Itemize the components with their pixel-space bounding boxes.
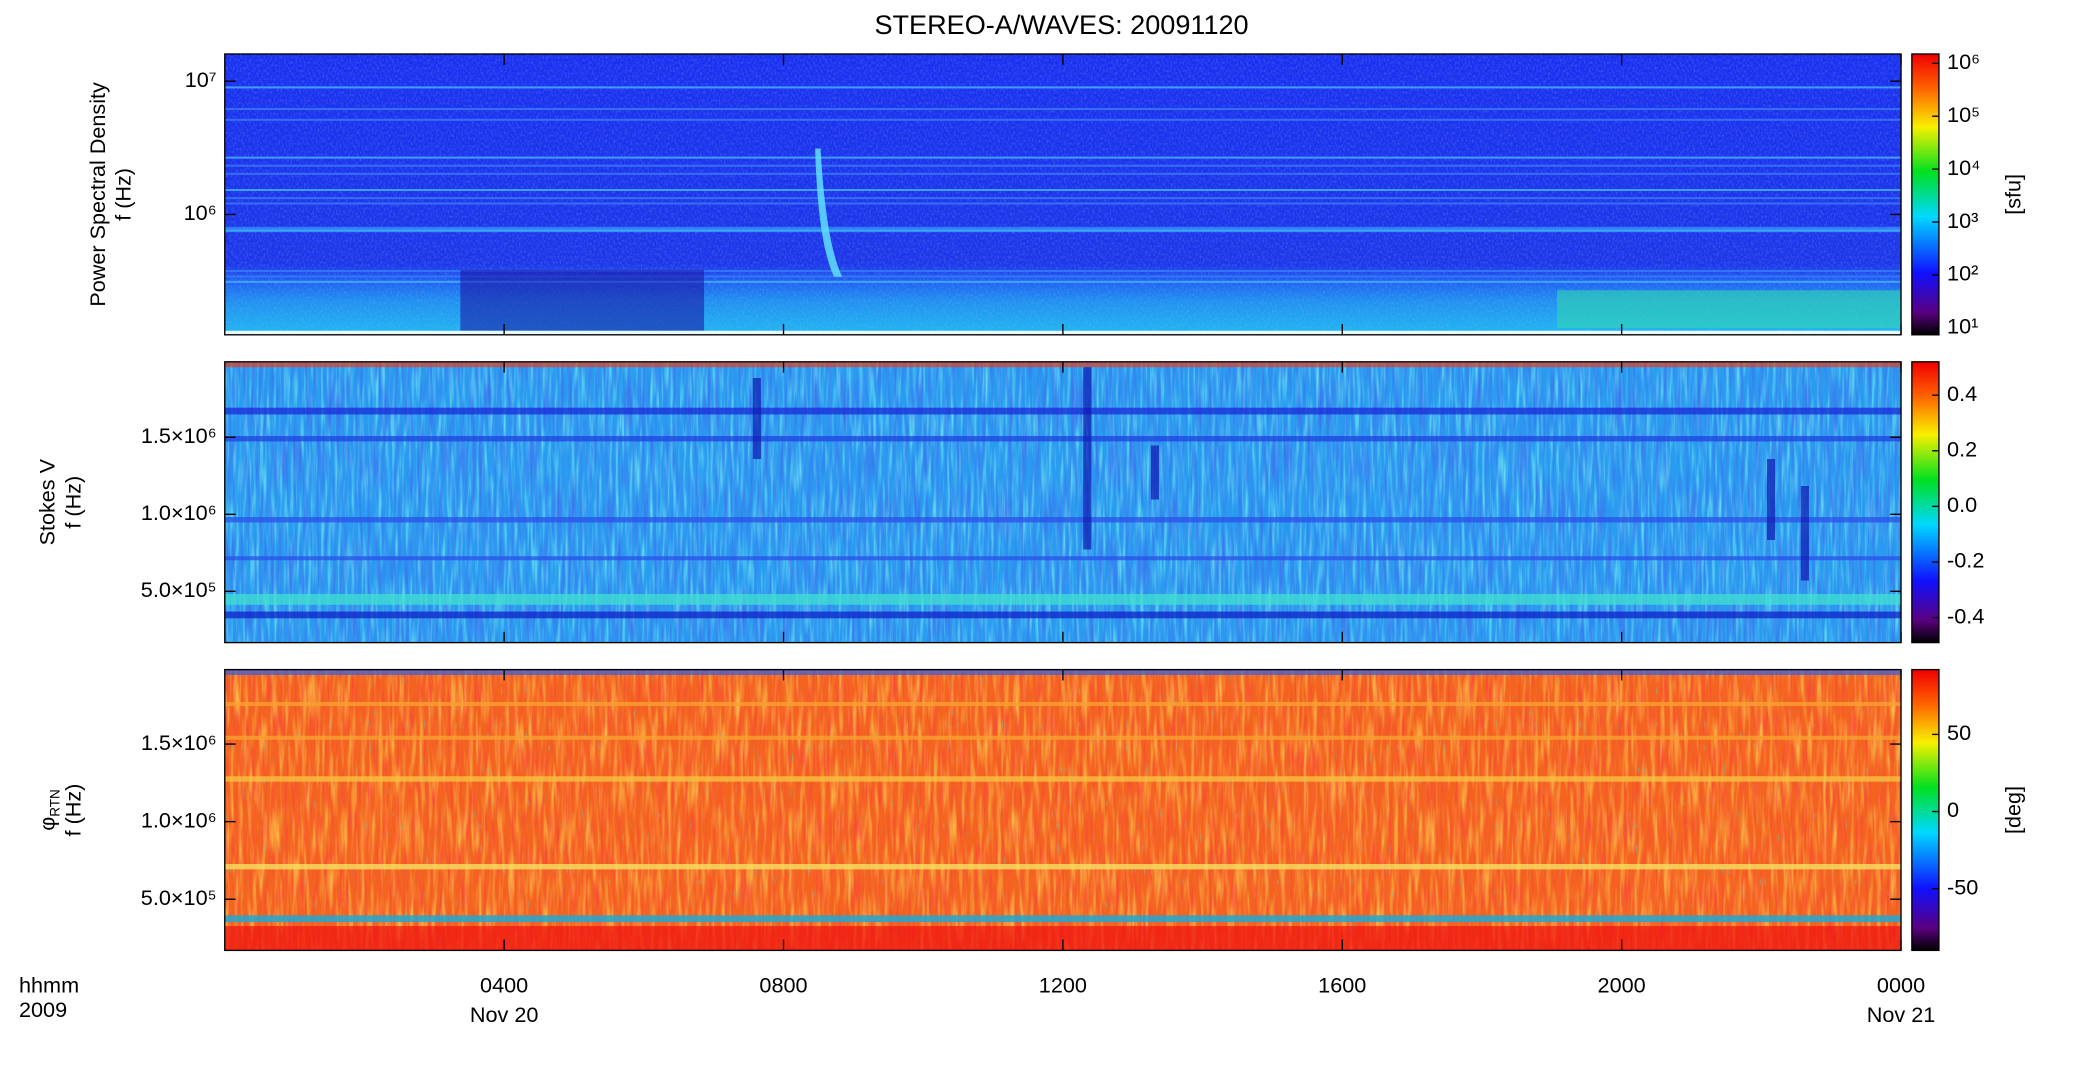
y-axis-label: f (Hz)	[110, 168, 135, 221]
colorbar-tick-label: 50	[1947, 720, 1971, 745]
colorbar-tick-label: -50	[1947, 874, 1978, 899]
x-axis-label: 2009	[19, 997, 67, 1022]
panel: 10⁶ 10⁷ Power Spectral Density f (Hz) 10¹ 10²…	[85, 49, 2026, 339]
colorbar-tick-label: 10⁵	[1947, 102, 1980, 127]
colorbar	[1911, 361, 1939, 643]
colorbar-tick-label: 0	[1947, 797, 1959, 822]
spectrogram-band	[224, 280, 1902, 283]
spectrogram-band	[224, 735, 1902, 740]
y-tick-label: 5.0×10⁵	[141, 885, 217, 910]
spectrogram-band	[224, 202, 1902, 205]
colorbar-tick-label: 0.4	[1947, 381, 1977, 406]
colorbar-tick-label: 0.0	[1947, 492, 1977, 517]
colorbar-tick-label: 10⁶	[1947, 49, 1980, 74]
x-date-label: Nov 20	[470, 1002, 539, 1027]
spectrogram-band	[224, 611, 1902, 619]
colorbar-tick-label: 10⁴	[1947, 155, 1980, 180]
y-axis-label-text: Power Spectral Density	[85, 82, 110, 307]
spectrogram-band	[224, 118, 1902, 121]
spectrogram-band	[224, 86, 1902, 89]
colorbar-frame	[1911, 668, 1940, 952]
y-tick-label: 1.5×10⁶	[141, 423, 217, 448]
spectrogram-band	[224, 172, 1902, 175]
spectrogram-feature	[1150, 445, 1160, 500]
colorbar-tick-label: -0.4	[1947, 603, 1984, 628]
spectrogram-band	[224, 436, 1902, 442]
spectrogram-feature	[1800, 486, 1809, 581]
spectrogram-band	[224, 275, 1902, 278]
colorbar-tick-label: 10³	[1947, 208, 1978, 233]
spectrogram-band	[224, 864, 1902, 870]
spectrogram-feature	[1557, 290, 1902, 329]
y-tick-label: 1.0×10⁶	[141, 500, 217, 525]
y-tick-label: 1.5×10⁶	[141, 730, 217, 755]
colorbar-label: [sfu]	[2000, 174, 2025, 215]
spectrogram-band	[224, 915, 1902, 923]
colorbar	[1911, 54, 1939, 335]
spectrogram-band	[224, 594, 1902, 605]
y-tick-label: 10⁶	[184, 200, 217, 225]
spectrogram-band	[224, 702, 1902, 707]
spectrogram-feature	[460, 270, 705, 331]
y-axis-label: f (Hz)	[60, 476, 85, 529]
title: STEREO-A/WAVES: 20091120	[874, 10, 1248, 40]
spectrogram-band	[224, 164, 1902, 167]
x-tick-label: 1200	[1039, 973, 1087, 998]
spectrogram-band	[224, 197, 1902, 200]
spectrogram-band	[224, 226, 1902, 233]
x-tick-label: 2000	[1598, 973, 1646, 998]
colorbar-tick-label: 0.2	[1947, 437, 1977, 462]
colorbar	[1911, 669, 1939, 951]
y-axis-label-text: f (Hz)	[110, 168, 135, 221]
x-tick-label: 1600	[1318, 973, 1366, 998]
spectrogram-band	[224, 556, 1902, 561]
y-axis-label: φRTN	[34, 789, 62, 831]
spectrogram-band	[224, 407, 1902, 415]
y-axis-label-text: φ	[34, 817, 59, 831]
colorbar-tick-label: 10²	[1947, 261, 1978, 286]
y-axis-label: Power Spectral Density	[85, 82, 110, 307]
y-axis-label: f (Hz)	[60, 784, 85, 837]
spectrogram-feature	[815, 148, 843, 277]
spectrogram-band	[224, 270, 1902, 273]
x-tick-label: 0400	[480, 973, 528, 998]
spectrogram-band	[224, 108, 1902, 111]
spectrogram-band	[224, 517, 1902, 523]
y-axis-label-text: f (Hz)	[60, 476, 85, 529]
spectrogram-band	[224, 189, 1902, 192]
y-tick-label: 10⁷	[185, 67, 217, 92]
spectrogram-feature	[1766, 459, 1776, 540]
colorbar-frame	[1911, 53, 1940, 336]
y-tick-label: 5.0×10⁵	[141, 577, 217, 602]
y-axis-label-text: Stokes V	[34, 458, 59, 545]
colorbar-tick-label: -0.2	[1947, 548, 1984, 573]
spectrogram-band	[224, 156, 1902, 159]
colorbar-label: [deg]	[2000, 786, 2025, 834]
colorbar-tick-label: 10¹	[1947, 314, 1978, 339]
spectrogram-feature	[1083, 367, 1092, 550]
y-axis-label-text: f (Hz)	[60, 784, 85, 837]
spectrogram-feature	[752, 378, 761, 459]
x-tick-label: 0800	[759, 973, 807, 998]
x-axis-label: hhmm	[19, 973, 79, 998]
y-tick-label: 1.0×10⁶	[141, 807, 217, 832]
y-axis-label: Stokes V	[34, 458, 59, 545]
x-tick-label: 0000	[1877, 973, 1925, 998]
colorbar-frame	[1911, 361, 1940, 644]
spectrogram-texture	[224, 669, 1902, 951]
y-axis-label-subscript: RTN	[48, 789, 63, 817]
x-date-label: Nov 21	[1867, 1002, 1936, 1027]
spectrogram-band	[224, 776, 1902, 782]
